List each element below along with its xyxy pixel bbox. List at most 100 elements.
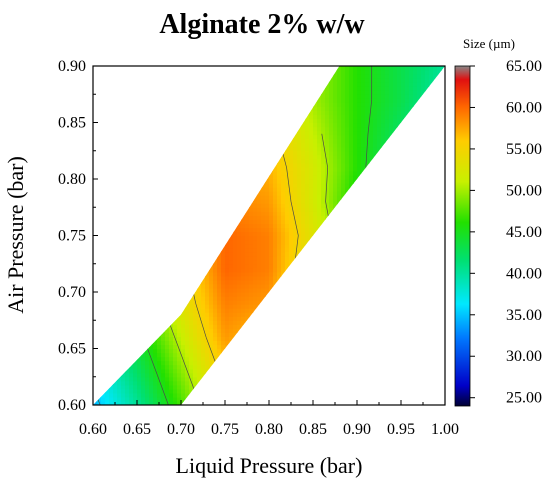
- contour-cell: [229, 183, 234, 188]
- contour-cell: [321, 70, 326, 75]
- contour-cell: [257, 300, 262, 305]
- contour-cell: [173, 296, 178, 301]
- contour-cell: [113, 243, 118, 249]
- contour-cell: [97, 304, 102, 309]
- contour-cell: [257, 66, 262, 71]
- contour-cell: [129, 110, 134, 116]
- contour-cell: [149, 166, 154, 172]
- contour-cell: [273, 372, 278, 378]
- contour-cell: [257, 324, 262, 329]
- contour-cell: [93, 66, 98, 71]
- contour-cell: [321, 392, 326, 398]
- contour-cell: [169, 138, 174, 144]
- contour-cell: [125, 271, 130, 277]
- contour-cell: [173, 74, 178, 79]
- contour-cell: [133, 110, 138, 116]
- contour-cell: [281, 316, 286, 321]
- contour-cell: [113, 392, 118, 398]
- contour-cell: [177, 86, 182, 91]
- contour-cell: [265, 271, 270, 277]
- contour-cell: [165, 106, 170, 111]
- contour-cell: [133, 74, 138, 79]
- contour-cell: [257, 166, 262, 172]
- contour-cell: [325, 364, 330, 370]
- contour-cell: [161, 199, 166, 204]
- contour-cell: [237, 166, 242, 172]
- contour-cell: [241, 251, 246, 257]
- contour-cell: [317, 98, 322, 103]
- contour-cell: [213, 162, 218, 168]
- contour-cell: [325, 211, 330, 216]
- contour-cell: [269, 376, 274, 382]
- contour-cell: [185, 90, 190, 95]
- contour-cell: [317, 162, 322, 168]
- contour-cell: [225, 340, 230, 346]
- contour-cell: [305, 396, 310, 402]
- contour-cell: [217, 304, 222, 309]
- contour-cell: [273, 207, 278, 212]
- contour-cell: [245, 162, 250, 168]
- contour-cell: [289, 158, 294, 164]
- contour-cell: [269, 296, 274, 301]
- contour-cell: [225, 187, 230, 192]
- contour-cell: [237, 203, 242, 208]
- contour-cell: [165, 195, 170, 200]
- contour-cell: [329, 263, 334, 269]
- contour-cell: [289, 183, 294, 188]
- contour-cell: [305, 66, 310, 71]
- contour-cell: [261, 304, 266, 309]
- contour-cell: [257, 384, 262, 390]
- contour-cell: [261, 150, 266, 156]
- contour-cell: [153, 283, 158, 289]
- contour-cell: [237, 308, 242, 313]
- contour-cell: [137, 114, 142, 120]
- contour-cell: [109, 348, 114, 354]
- contour-cell: [97, 66, 102, 71]
- contour-cell: [217, 78, 222, 83]
- contour-cell: [181, 364, 186, 370]
- contour-cell: [285, 235, 290, 241]
- contour-cell: [265, 304, 270, 309]
- contour-cell: [221, 191, 226, 196]
- contour-cell: [285, 179, 290, 184]
- contour-cell: [169, 279, 174, 285]
- contour-cell: [97, 364, 102, 370]
- contour-cell: [201, 255, 206, 261]
- contour-cell: [177, 211, 182, 216]
- contour-cell: [189, 239, 194, 245]
- contour-cell: [277, 150, 282, 156]
- contour-cell: [289, 219, 294, 224]
- contour-cell: [193, 118, 198, 124]
- contour-cell: [201, 283, 206, 289]
- contour-cell: [281, 207, 286, 212]
- contour-cell: [105, 174, 110, 180]
- contour-cell: [293, 207, 298, 212]
- contour-cell: [261, 227, 266, 233]
- contour-cell: [197, 296, 202, 301]
- contour-cell: [289, 215, 294, 220]
- contour-cell: [93, 199, 98, 204]
- contour-cell: [209, 324, 214, 329]
- contour-cell: [121, 122, 126, 128]
- contour-cell: [313, 110, 318, 116]
- contour-cell: [109, 174, 114, 180]
- contour-cell: [225, 287, 230, 293]
- contour-cell: [277, 344, 282, 350]
- contour-cell: [321, 267, 326, 273]
- contour-cell: [313, 247, 318, 253]
- contour-cell: [233, 134, 238, 140]
- contour-cell: [181, 376, 186, 382]
- contour-cell: [205, 312, 210, 317]
- contour-cell: [141, 263, 146, 269]
- contour-cell: [237, 251, 242, 257]
- contour-cell: [153, 259, 158, 265]
- contour-cell: [217, 211, 222, 216]
- contour-cell: [193, 150, 198, 156]
- contour-cell: [93, 223, 98, 229]
- contour-cell: [321, 187, 326, 192]
- contour-cell: [181, 239, 186, 245]
- contour-cell: [121, 312, 126, 317]
- contour-cell: [109, 356, 114, 362]
- contour-cell: [301, 66, 306, 71]
- contour-cell: [289, 207, 294, 212]
